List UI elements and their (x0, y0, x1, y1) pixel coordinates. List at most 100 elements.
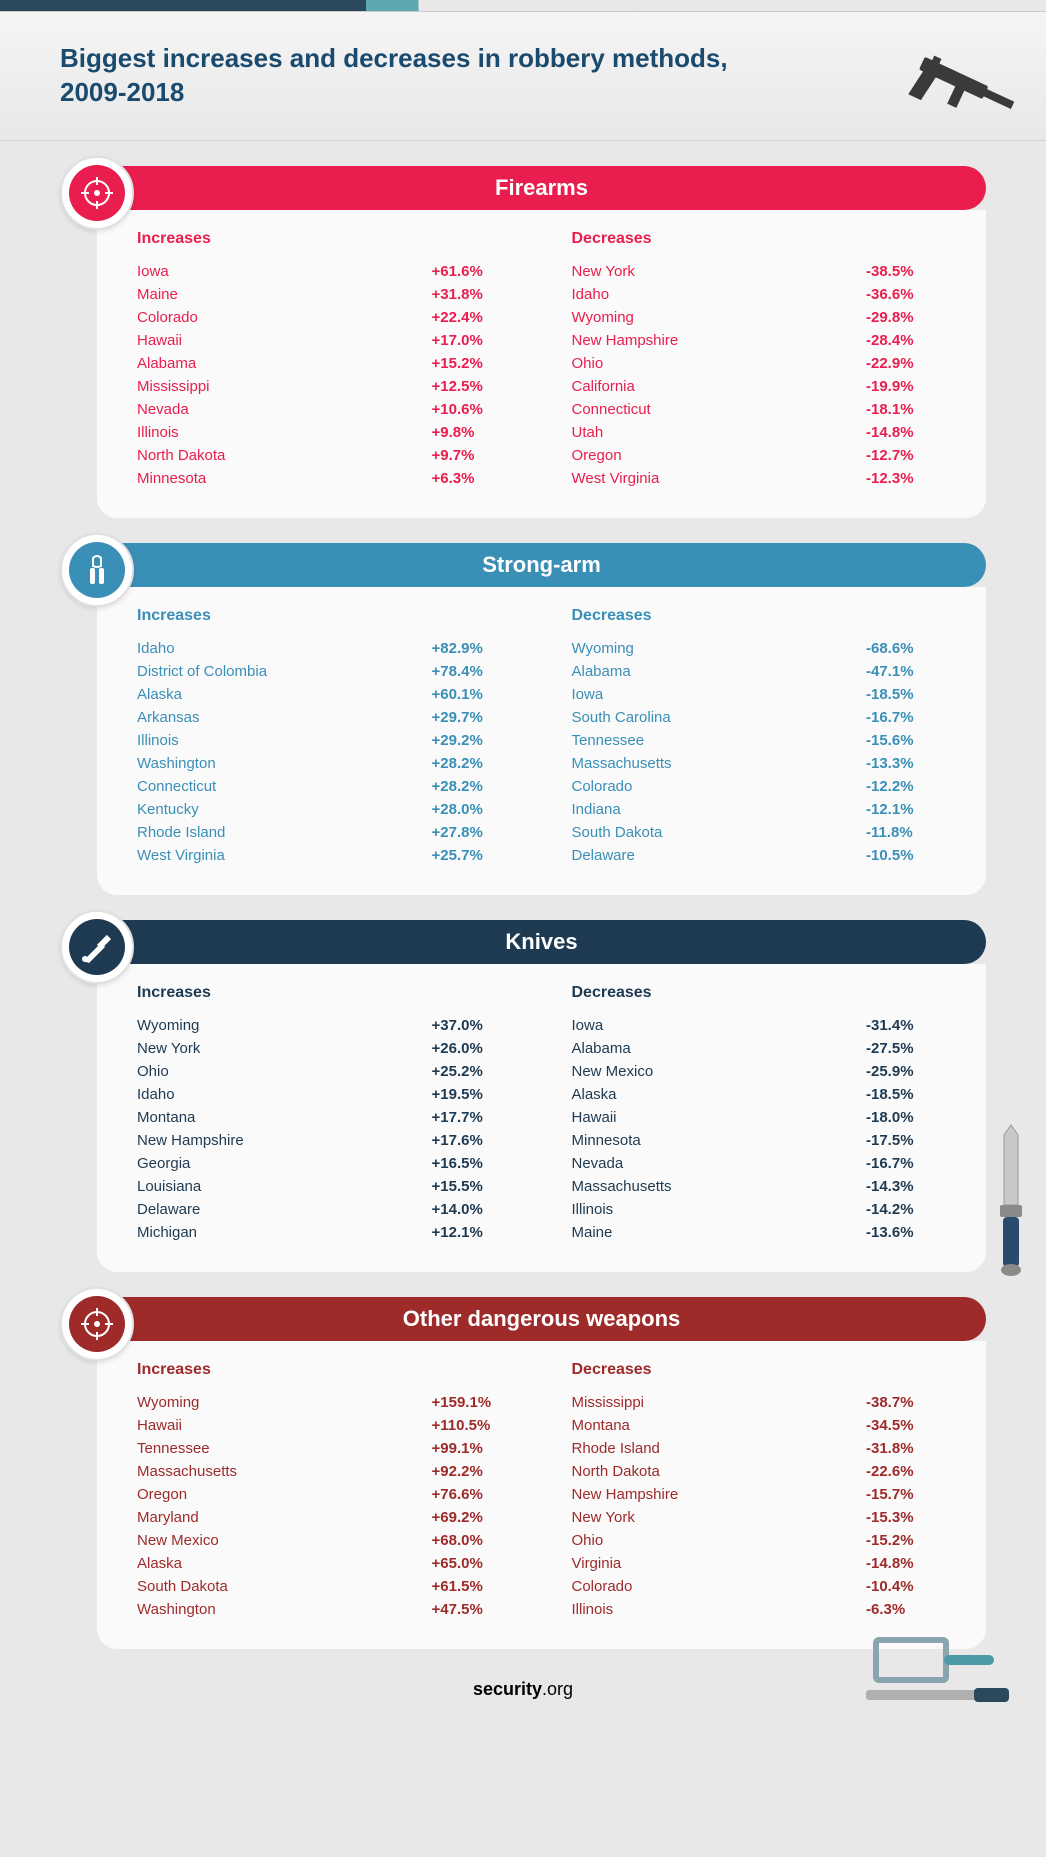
decreases-column: DecreasesIowa-31.4%Alabama-27.5%New Mexi… (572, 984, 947, 1244)
percent-value: +29.7% (432, 709, 512, 726)
increases-column: IncreasesWyoming+159.1%Hawaii+110.5%Tenn… (137, 1361, 512, 1621)
state-name: New York (137, 1040, 432, 1057)
decreases-header: Decreases (572, 1361, 947, 1379)
state-name: Tennessee (137, 1440, 432, 1457)
data-row: Alabama+15.2% (137, 352, 512, 375)
percent-value: +76.6% (432, 1486, 512, 1503)
state-name: West Virginia (572, 470, 867, 487)
state-name: New York (572, 1509, 867, 1526)
state-name: Illinois (572, 1601, 867, 1618)
state-name: District of Colombia (137, 663, 432, 680)
section-title: Firearms (97, 166, 986, 210)
decreases-column: DecreasesNew York-38.5%Idaho-36.6%Wyomin… (572, 230, 947, 490)
percent-value: -12.3% (866, 470, 946, 487)
data-row: Illinois-14.2% (572, 1198, 947, 1221)
data-row: New York+26.0% (137, 1037, 512, 1060)
percent-value: -15.6% (866, 732, 946, 749)
percent-value: -17.5% (866, 1132, 946, 1149)
data-row: Ohio-22.9% (572, 352, 947, 375)
state-name: Michigan (137, 1224, 432, 1241)
state-name: Tennessee (572, 732, 867, 749)
section-badge (60, 156, 134, 230)
data-row: Alaska+65.0% (137, 1552, 512, 1575)
data-row: Utah-14.8% (572, 421, 947, 444)
state-name: South Dakota (137, 1578, 432, 1595)
data-row: Alabama-47.1% (572, 660, 947, 683)
state-name: Colorado (572, 1578, 867, 1595)
data-row: Wyoming+159.1% (137, 1391, 512, 1414)
percent-value: +65.0% (432, 1555, 512, 1572)
state-name: Ohio (572, 355, 867, 372)
percent-value: -10.4% (866, 1578, 946, 1595)
data-row: New Mexico-25.9% (572, 1060, 947, 1083)
state-name: Mississippi (137, 378, 432, 395)
data-row: Louisiana+15.5% (137, 1175, 512, 1198)
data-row: Colorado-10.4% (572, 1575, 947, 1598)
percent-value: +28.2% (432, 755, 512, 772)
percent-value: -19.9% (866, 378, 946, 395)
percent-value: +92.2% (432, 1463, 512, 1480)
data-row: Minnesota-17.5% (572, 1129, 947, 1152)
percent-value: +22.4% (432, 309, 512, 326)
percent-value: +82.9% (432, 640, 512, 657)
data-row: South Dakota+61.5% (137, 1575, 512, 1598)
percent-value: -12.1% (866, 801, 946, 818)
state-name: Maryland (137, 1509, 432, 1526)
state-name: Illinois (137, 424, 432, 441)
state-name: New Mexico (572, 1063, 867, 1080)
decreases-header: Decreases (572, 607, 947, 625)
state-name: Mississippi (572, 1394, 867, 1411)
increases-column: IncreasesIdaho+82.9%District of Colombia… (137, 607, 512, 867)
state-name: New York (572, 263, 867, 280)
state-name: Alaska (137, 1555, 432, 1572)
data-row: Wyoming-68.6% (572, 637, 947, 660)
data-row: Illinois+29.2% (137, 729, 512, 752)
gun-icon (897, 30, 1035, 144)
state-name: Wyoming (572, 309, 867, 326)
tools-icon (856, 1630, 1016, 1720)
percent-value: +110.5% (432, 1417, 512, 1434)
header: Biggest increases and decreases in robbe… (0, 12, 1046, 141)
data-row: Iowa-31.4% (572, 1014, 947, 1037)
state-name: Hawaii (572, 1109, 867, 1126)
percent-value: -38.7% (866, 1394, 946, 1411)
knife-icon (69, 919, 125, 975)
state-name: Delaware (137, 1201, 432, 1218)
data-row: Georgia+16.5% (137, 1152, 512, 1175)
percent-value: +17.0% (432, 332, 512, 349)
percent-value: -6.3% (866, 1601, 946, 1618)
data-row: Delaware-10.5% (572, 844, 947, 867)
state-name: Illinois (572, 1201, 867, 1218)
percent-value: -25.9% (866, 1063, 946, 1080)
data-row: Idaho+19.5% (137, 1083, 512, 1106)
footer-suffix: .org (542, 1679, 573, 1699)
percent-value: -68.6% (866, 640, 946, 657)
data-card: IncreasesIowa+61.6%Maine+31.8%Colorado+2… (97, 210, 986, 518)
percent-value: -12.7% (866, 447, 946, 464)
data-row: Washington+47.5% (137, 1598, 512, 1621)
percent-value: -22.9% (866, 355, 946, 372)
state-name: Colorado (137, 309, 432, 326)
percent-value: -10.5% (866, 847, 946, 864)
data-row: Tennessee+99.1% (137, 1437, 512, 1460)
percent-value: +29.2% (432, 732, 512, 749)
data-row: Wyoming-29.8% (572, 306, 947, 329)
data-row: Alaska-18.5% (572, 1083, 947, 1106)
percent-value: -15.7% (866, 1486, 946, 1503)
percent-value: -31.4% (866, 1017, 946, 1034)
data-row: Maine-13.6% (572, 1221, 947, 1244)
data-row: Ohio-15.2% (572, 1529, 947, 1552)
percent-value: -18.5% (866, 1086, 946, 1103)
crosshair-icon (69, 165, 125, 221)
state-name: Ohio (572, 1532, 867, 1549)
state-name: Arkansas (137, 709, 432, 726)
data-row: Montana+17.7% (137, 1106, 512, 1129)
data-row: South Carolina-16.7% (572, 706, 947, 729)
data-row: Idaho-36.6% (572, 283, 947, 306)
percent-value: +12.5% (432, 378, 512, 395)
footer: security.org (0, 1649, 1046, 1730)
percent-value: +19.5% (432, 1086, 512, 1103)
percent-value: -28.4% (866, 332, 946, 349)
data-row: New Mexico+68.0% (137, 1529, 512, 1552)
state-name: Montana (572, 1417, 867, 1434)
